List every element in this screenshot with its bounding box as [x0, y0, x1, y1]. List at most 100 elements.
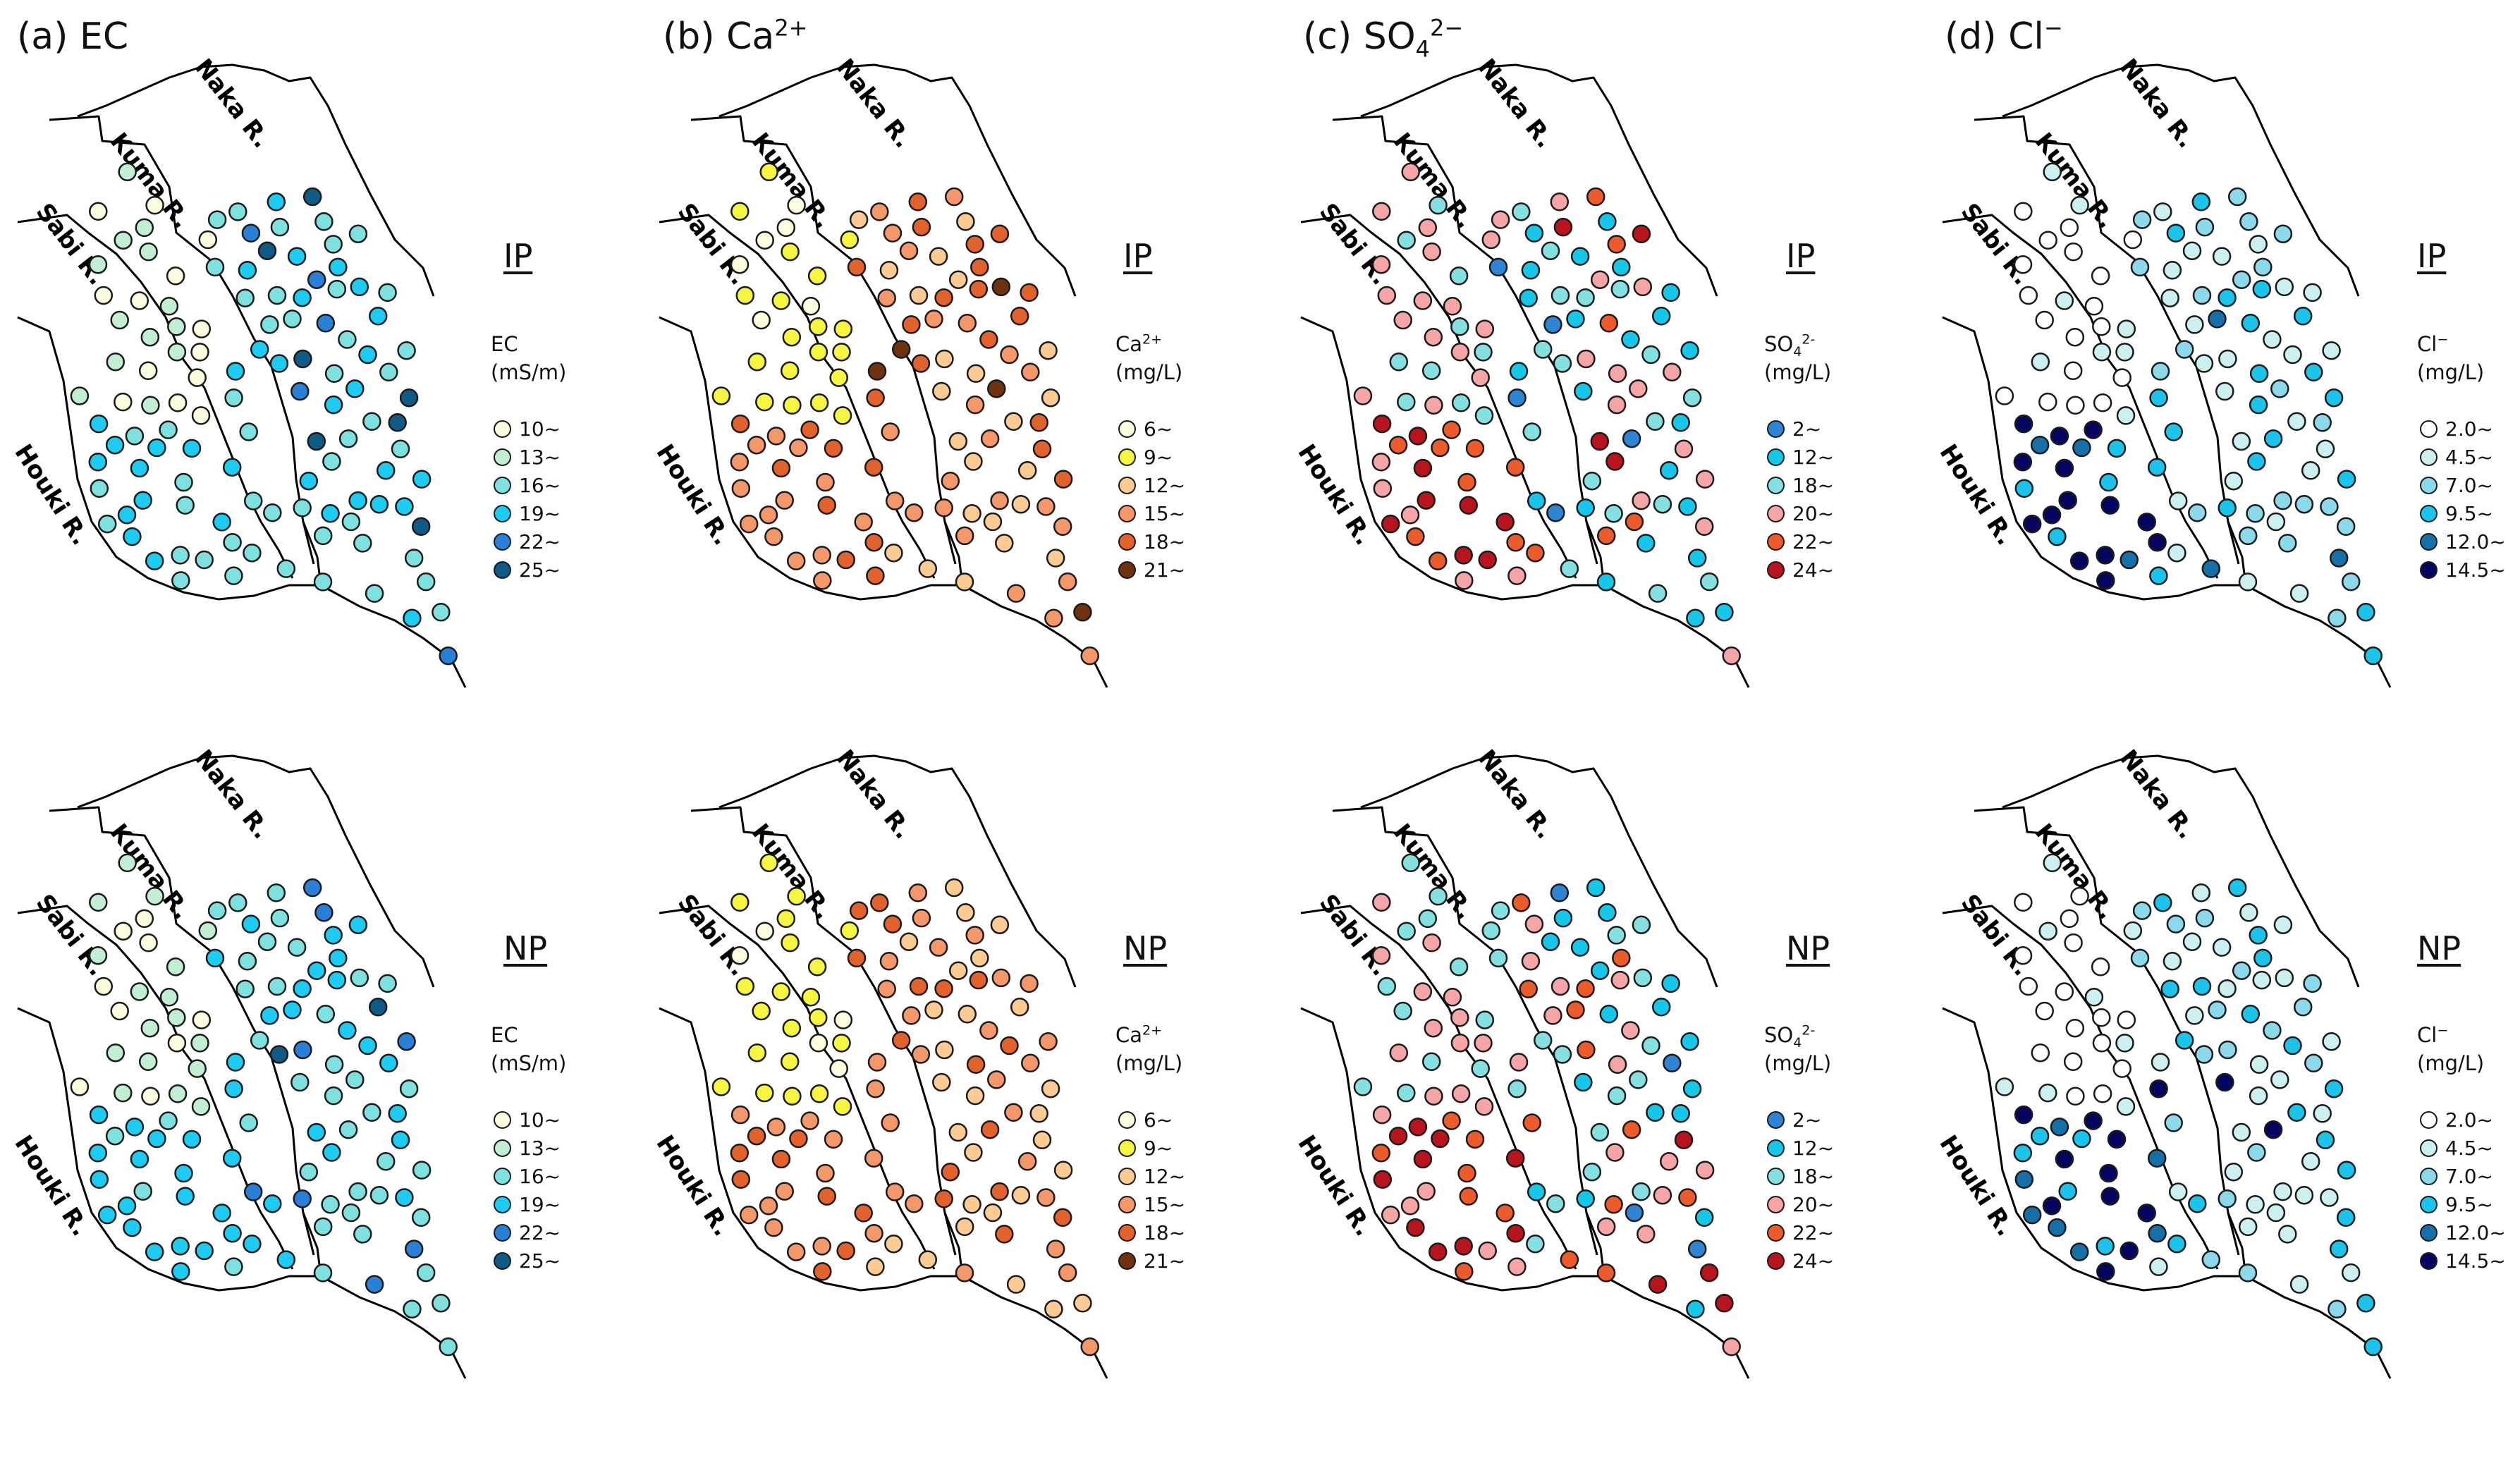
station-marker [159, 988, 179, 1007]
station-marker [1577, 349, 1596, 369]
station-marker [877, 288, 896, 307]
station-marker [399, 388, 419, 408]
station-marker [1457, 472, 1476, 492]
station-marker [114, 1083, 133, 1103]
station-marker [866, 1079, 885, 1098]
legend-label: 20~ [1792, 502, 1835, 525]
station-marker [130, 1149, 149, 1169]
station-marker [1004, 412, 1023, 431]
station-marker [2246, 504, 2265, 523]
station-marker [293, 1189, 312, 1208]
station-marker [1039, 341, 1058, 360]
station-marker [2149, 388, 2168, 408]
station-marker [866, 566, 885, 585]
station-marker [110, 1001, 129, 1021]
station-marker [2278, 534, 2297, 553]
station-marker [1421, 1052, 1441, 1072]
legend-swatch [494, 1111, 511, 1129]
station-marker [341, 1203, 361, 1223]
station-marker [2092, 343, 2112, 362]
station-marker [324, 926, 343, 945]
station-marker [2194, 354, 2214, 373]
legend-swatch [494, 477, 511, 494]
station-marker [969, 970, 989, 990]
legend-swatch [2420, 477, 2438, 494]
station-marker [411, 1208, 431, 1228]
station-marker [176, 496, 195, 515]
station-marker [345, 379, 365, 398]
river-line [659, 1007, 962, 1292]
station-marker [2166, 224, 2186, 243]
station-marker [1686, 608, 1705, 628]
station-marker [2064, 933, 2083, 953]
station-marker [1006, 1275, 1026, 1294]
station-marker [1632, 915, 1651, 934]
station-marker [2164, 422, 2183, 441]
station-marker [2270, 379, 2289, 398]
river-label: Kuma R. [2029, 819, 2121, 925]
station-marker [2341, 572, 2361, 592]
station-marker [1653, 1185, 1672, 1205]
station-marker [130, 982, 149, 1001]
legend-label: 25~ [519, 558, 561, 582]
station-marker [358, 1036, 377, 1055]
legend-title: EC (mS/m) [491, 332, 567, 384]
station-marker [829, 1059, 848, 1078]
station-marker [1032, 439, 1052, 459]
station-marker [1451, 393, 1471, 412]
legend-swatch [1118, 561, 1136, 579]
station-marker [397, 341, 416, 360]
station-marker [1422, 242, 1441, 262]
station-marker [2270, 1070, 2289, 1089]
station-marker [1553, 908, 1573, 928]
station-marker [847, 257, 867, 277]
station-marker [1010, 998, 1029, 1017]
legend-label: 22~ [519, 530, 561, 553]
station-marker [348, 915, 368, 934]
station-marker [1715, 1294, 1734, 1313]
station-marker [2014, 202, 2033, 221]
station-marker [117, 506, 137, 525]
station-marker [412, 470, 432, 489]
station-marker [958, 314, 977, 333]
station-marker [293, 1040, 312, 1060]
station-marker [1566, 1000, 1585, 1020]
station-marker [739, 514, 759, 534]
station-marker [2212, 938, 2232, 957]
station-marker [313, 1263, 333, 1283]
station-marker [965, 1086, 985, 1106]
station-marker [1413, 982, 1433, 1001]
station-marker [97, 514, 117, 534]
station-marker [190, 343, 209, 362]
station-marker [1373, 479, 1393, 498]
station-marker [2151, 1053, 2170, 1072]
station-marker [809, 1084, 829, 1103]
station-marker [139, 242, 158, 262]
station-marker [1566, 310, 1585, 329]
legend-swatch [2420, 1139, 2438, 1157]
station-marker [338, 1120, 358, 1139]
legend-swatch [1767, 448, 1785, 466]
station-marker [1373, 1170, 1393, 1189]
station-marker [2096, 571, 2115, 590]
station-marker [1582, 1162, 1602, 1182]
station-marker [404, 549, 424, 568]
station-marker [1475, 1010, 1495, 1029]
station-marker [1474, 406, 1494, 425]
station-marker [2050, 427, 2069, 446]
station-marker [1687, 549, 1707, 568]
station-marker [1408, 1118, 1428, 1137]
station-marker [114, 922, 133, 941]
legend-label: 16~ [519, 474, 561, 497]
station-marker [2038, 1083, 2057, 1103]
station-marker [1443, 988, 1462, 1007]
station-marker [114, 231, 133, 250]
station-marker [924, 310, 943, 329]
station-marker [995, 534, 1014, 553]
station-marker [90, 479, 109, 498]
station-marker [730, 1105, 750, 1125]
station-marker [341, 512, 361, 532]
station-marker [912, 217, 931, 237]
station-marker [2014, 479, 2034, 498]
legend-title: SO42- (mg/L) [1764, 331, 1832, 384]
